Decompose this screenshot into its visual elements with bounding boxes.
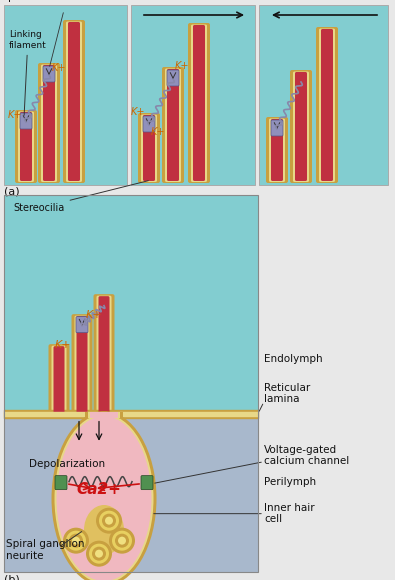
FancyBboxPatch shape — [49, 344, 70, 416]
FancyBboxPatch shape — [162, 67, 184, 183]
Text: K+: K+ — [131, 107, 145, 117]
Circle shape — [115, 534, 129, 548]
Circle shape — [66, 531, 86, 550]
Bar — [88, 412, 120, 418]
FancyBboxPatch shape — [20, 113, 32, 129]
Text: (b): (b) — [4, 574, 20, 580]
Circle shape — [102, 514, 116, 528]
Circle shape — [112, 531, 132, 550]
FancyBboxPatch shape — [71, 314, 92, 416]
Circle shape — [118, 536, 126, 545]
Bar — [259, 5, 388, 185]
FancyBboxPatch shape — [51, 346, 66, 415]
Text: K+: K+ — [151, 127, 166, 137]
FancyBboxPatch shape — [167, 69, 179, 181]
Text: Spiral ganglion
neurite: Spiral ganglion neurite — [6, 539, 85, 561]
Bar — [94, 487, 114, 512]
Text: Reticular
lamina: Reticular lamina — [264, 383, 310, 404]
Circle shape — [96, 508, 122, 534]
Circle shape — [105, 517, 113, 525]
FancyBboxPatch shape — [143, 115, 155, 181]
FancyBboxPatch shape — [96, 296, 111, 415]
FancyBboxPatch shape — [53, 346, 64, 414]
FancyBboxPatch shape — [316, 27, 338, 183]
Text: K+: K+ — [55, 340, 71, 350]
Bar — [4, 5, 127, 185]
Circle shape — [69, 534, 83, 548]
FancyBboxPatch shape — [141, 476, 153, 490]
FancyBboxPatch shape — [266, 117, 288, 183]
Circle shape — [95, 550, 103, 557]
FancyBboxPatch shape — [193, 25, 205, 181]
FancyBboxPatch shape — [290, 70, 312, 183]
FancyBboxPatch shape — [75, 316, 90, 415]
FancyBboxPatch shape — [77, 316, 88, 414]
FancyBboxPatch shape — [167, 70, 179, 86]
Text: K+: K+ — [8, 110, 23, 120]
Circle shape — [63, 528, 89, 554]
Bar — [85, 412, 123, 418]
Text: Endolymph: Endolymph — [264, 354, 323, 364]
Ellipse shape — [55, 414, 154, 580]
Text: K+: K+ — [52, 63, 66, 73]
Text: Ca2+: Ca2+ — [76, 481, 121, 496]
FancyBboxPatch shape — [191, 24, 207, 182]
Bar — [4, 195, 258, 572]
Circle shape — [86, 541, 112, 567]
FancyBboxPatch shape — [55, 476, 67, 490]
FancyBboxPatch shape — [141, 114, 157, 182]
FancyBboxPatch shape — [293, 71, 309, 182]
FancyBboxPatch shape — [43, 66, 55, 82]
Bar — [4, 195, 258, 414]
FancyBboxPatch shape — [98, 296, 109, 414]
Text: K+: K+ — [86, 310, 103, 320]
FancyBboxPatch shape — [18, 111, 34, 182]
FancyBboxPatch shape — [269, 118, 285, 182]
FancyBboxPatch shape — [41, 64, 57, 182]
Ellipse shape — [79, 500, 129, 560]
Text: K+: K+ — [175, 61, 190, 71]
FancyBboxPatch shape — [38, 63, 60, 183]
FancyBboxPatch shape — [68, 22, 80, 181]
FancyBboxPatch shape — [76, 317, 88, 333]
Text: Stereocilia: Stereocilia — [13, 181, 148, 213]
Text: Linking
filament: Linking filament — [9, 30, 47, 115]
Ellipse shape — [51, 411, 156, 580]
FancyBboxPatch shape — [143, 116, 155, 132]
Text: Inner hair
cell: Inner hair cell — [264, 503, 315, 524]
FancyBboxPatch shape — [295, 72, 307, 181]
FancyBboxPatch shape — [63, 20, 85, 183]
FancyBboxPatch shape — [271, 119, 283, 181]
Circle shape — [99, 510, 119, 531]
Ellipse shape — [56, 416, 152, 580]
FancyBboxPatch shape — [165, 68, 181, 182]
FancyBboxPatch shape — [321, 29, 333, 181]
FancyBboxPatch shape — [66, 21, 82, 182]
FancyBboxPatch shape — [138, 113, 160, 183]
Bar — [4, 414, 258, 572]
Circle shape — [89, 543, 109, 564]
Text: (a): (a) — [4, 187, 20, 197]
Circle shape — [92, 547, 106, 561]
FancyBboxPatch shape — [15, 110, 37, 183]
Text: Voltage-gated
calcium channel: Voltage-gated calcium channel — [264, 445, 349, 466]
FancyBboxPatch shape — [43, 65, 55, 181]
FancyBboxPatch shape — [20, 112, 32, 181]
Text: Depolarization: Depolarization — [29, 459, 105, 469]
FancyBboxPatch shape — [271, 120, 283, 136]
FancyBboxPatch shape — [94, 294, 115, 416]
Circle shape — [72, 536, 80, 545]
Text: Mechanically gated
potassium channel: Mechanically gated potassium channel — [8, 0, 109, 2]
Bar — [131, 5, 255, 185]
Bar — [90, 412, 118, 418]
FancyBboxPatch shape — [319, 28, 335, 182]
Circle shape — [109, 528, 135, 554]
FancyBboxPatch shape — [188, 23, 210, 183]
Ellipse shape — [84, 505, 124, 555]
Text: Perilymph: Perilymph — [264, 477, 316, 487]
